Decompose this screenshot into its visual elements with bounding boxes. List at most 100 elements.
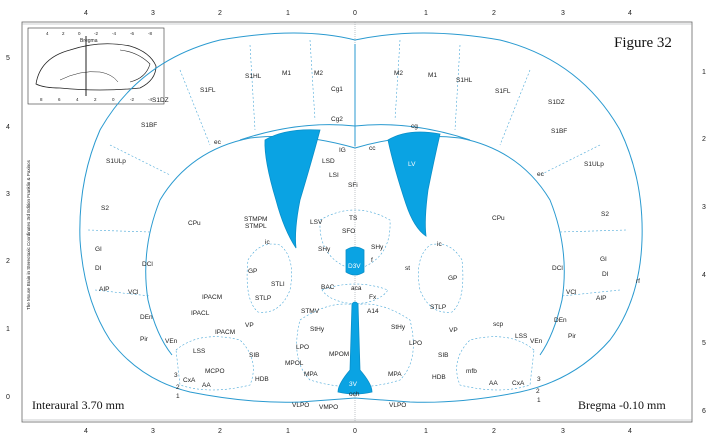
lateral-ventricle-right: [387, 131, 441, 237]
region-label: ec: [537, 171, 545, 178]
region-label: LSS: [193, 348, 206, 355]
region-label: Cg2: [331, 116, 343, 123]
region-label: STMPL: [245, 223, 267, 230]
tick-left: 4: [6, 124, 10, 131]
region-label: LPO: [409, 340, 422, 347]
tick-bottom: 2: [218, 428, 222, 435]
figure-title: Figure 32: [614, 35, 672, 51]
tick-top: 3: [151, 10, 155, 17]
tick-left: 0: [6, 394, 10, 401]
region-label: SIB: [249, 352, 259, 359]
inset-tick: 2: [94, 97, 97, 102]
region-label: CxA: [183, 377, 196, 384]
tick-left: 1: [6, 326, 10, 333]
tick-bottom: 4: [628, 428, 632, 435]
region-label: Pir: [568, 333, 577, 340]
tick-top: 1: [424, 10, 428, 17]
tick-top: 3: [561, 10, 565, 17]
tick-right: 3: [702, 204, 706, 211]
region-label: AA: [489, 380, 498, 387]
inset-tick: 0: [112, 97, 115, 102]
tick-bottom: 1: [424, 428, 428, 435]
right-ticks: 1 2 3 4 5 6: [702, 69, 706, 415]
tick-left: 5: [6, 55, 10, 62]
region-label: Pir: [140, 336, 149, 343]
tick-top: 4: [84, 10, 88, 17]
bregma-label: Bregma -0.10 mm: [578, 398, 666, 412]
tick-left: 2: [6, 258, 10, 265]
region-label: MPOM: [329, 351, 349, 358]
region-label: MPOL: [285, 360, 304, 367]
region-label: STMV: [301, 308, 320, 315]
tick-bottom: 0: [353, 428, 357, 435]
region-label: VMPO: [319, 404, 338, 411]
region-label: HDB: [255, 376, 269, 383]
region-label: AIP: [596, 295, 606, 302]
lateral-ventricle-left: [264, 129, 321, 249]
inset-tick: 4: [46, 31, 49, 36]
region-label: 2: [176, 384, 180, 391]
region-label: GI: [600, 256, 607, 263]
inset-tick: 0: [78, 31, 81, 36]
region-label: S1DZ: [152, 97, 169, 104]
region-label: STLI: [271, 281, 285, 288]
region-label: aca: [351, 285, 362, 292]
interaural-label: Interaural 3.70 mm: [32, 398, 125, 412]
bottom-ticks: 4 3 2 1 0 1 2 3 4: [84, 428, 632, 435]
region-label: M1: [428, 72, 437, 79]
inset-tick: -8: [148, 31, 152, 36]
tick-right: 2: [702, 136, 706, 143]
region-label: MPA: [388, 371, 402, 378]
inset-tick: -2: [130, 97, 134, 102]
tick-top: 2: [492, 10, 496, 17]
tick-right: 1: [702, 69, 706, 76]
brain-section: [79, 32, 643, 403]
region-label: LV: [408, 161, 416, 168]
region-label: S2: [101, 205, 109, 212]
region-label: StHy: [310, 326, 325, 333]
region-label: LSI: [329, 172, 339, 179]
side-credit: The Mouse Brain in Stereotaxic Coordinat…: [26, 159, 31, 310]
tick-right: 5: [702, 340, 706, 347]
region-label: VCl: [566, 289, 577, 296]
region-label: S1ULp: [584, 161, 604, 168]
tick-top: 4: [628, 10, 632, 17]
region-label: st: [405, 265, 410, 272]
grid: [21, 21, 693, 423]
region-label: 2: [536, 388, 540, 395]
region-label: SFi: [348, 182, 358, 189]
region-label: VEn: [165, 338, 178, 345]
region-label: AIP: [99, 286, 109, 293]
region-label: VLPO: [292, 402, 309, 409]
region-label: LSV: [310, 219, 323, 226]
region-label: CPu: [492, 215, 505, 222]
region-label: IPACM: [202, 294, 222, 301]
region-label: D3V: [348, 263, 361, 270]
region-label: Cg1: [331, 86, 343, 93]
region-label: 3: [537, 376, 541, 383]
region-label: GP: [248, 268, 257, 275]
inset-tick: 4: [76, 97, 79, 102]
region-label: mfb: [466, 368, 477, 375]
region-label: S1BF: [551, 128, 567, 135]
region-label: M1: [282, 70, 291, 77]
region-label: MPA: [304, 371, 318, 378]
region-label: LSD: [322, 158, 335, 165]
region-label: STLP: [255, 295, 271, 302]
region-label: AA: [202, 382, 211, 389]
region-label: scp: [493, 321, 504, 328]
region-label: VEn: [530, 338, 543, 345]
region-label: 3V: [349, 381, 358, 388]
region-label: BAC: [321, 284, 335, 291]
region-labels: M1 M2 M2 M1 S1HL S1HL S1FL S1FL S1DZ S1D…: [95, 70, 640, 411]
region-label: STMPM: [244, 216, 267, 223]
region-label: HDB: [432, 374, 446, 381]
region-label: cc: [369, 145, 376, 152]
tick-left: 3: [6, 191, 10, 198]
tick-bottom: 3: [151, 428, 155, 435]
region-label: TS: [349, 215, 358, 222]
inset-label: Bregma: [80, 38, 98, 44]
region-label: ic: [437, 241, 442, 248]
tick-bottom: 2: [492, 428, 496, 435]
